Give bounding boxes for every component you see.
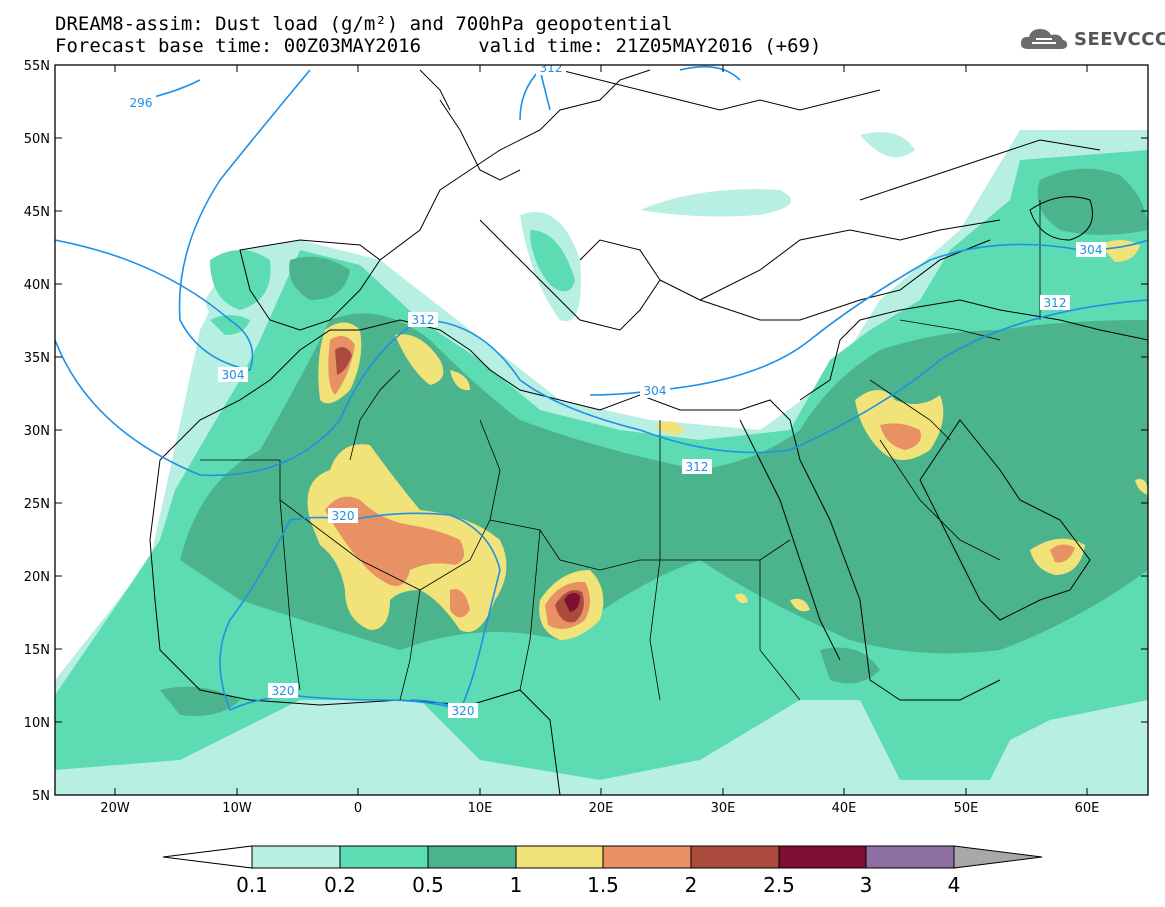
lat-label: 40N	[24, 278, 50, 293]
legend-tick: 3	[860, 873, 873, 897]
map-area: 296 304 312 320 304 312 304 312 320 320 …	[0, 0, 1148, 795]
lat-label: 20N	[24, 570, 50, 585]
lon-label: 40E	[832, 801, 857, 816]
svg-text:320: 320	[452, 704, 475, 718]
legend-tick: 2.5	[763, 873, 795, 897]
contour-label: 312	[408, 312, 438, 327]
lon-label: 50E	[954, 801, 979, 816]
lat-label: 45N	[24, 205, 50, 220]
svg-text:312: 312	[540, 61, 563, 75]
contour-label: 312	[1040, 295, 1070, 310]
svg-text:320: 320	[272, 684, 295, 698]
color-legend: 0.1 0.2 0.5 1 1.5 2 2.5 3 4	[162, 845, 1043, 897]
map-title: DREAM8-assim: Dust load (g/m²) and 700hP…	[55, 13, 673, 35]
legend-tick: 0.2	[324, 873, 356, 897]
lon-label: 10W	[222, 801, 252, 816]
contour-label: 320	[268, 683, 298, 698]
contour-label: 320	[0, 0, 2, 1]
legend-bin	[251, 845, 341, 869]
svg-text:312: 312	[1044, 296, 1067, 310]
lon-label: 60E	[1075, 801, 1100, 816]
lat-label: 55N	[24, 59, 50, 74]
lon-label: 10E	[468, 801, 493, 816]
lat-label: 25N	[24, 497, 50, 512]
lat-label: 30N	[24, 424, 50, 439]
contour-label: 312	[536, 61, 566, 75]
lon-label: 20E	[589, 801, 614, 816]
country-borders	[200, 200, 1041, 701]
longitude-axis: 20W 10W 0 10E 20E 30E 40E 50E 60E	[100, 65, 1099, 816]
legend-over-arrow	[953, 845, 1043, 869]
lon-label: 20W	[100, 801, 130, 816]
map-subtitle: Forecast base time: 00Z03MAY2016 valid t…	[55, 35, 822, 57]
legend-tick: 4	[948, 873, 961, 897]
lon-label: 30E	[711, 801, 736, 816]
legend-tick: 2	[685, 873, 698, 897]
legend-tick: 1.5	[587, 873, 619, 897]
lat-label: 5N	[32, 789, 50, 804]
logo-text: SEEVCCC	[1074, 28, 1165, 50]
contour-label: 320	[328, 508, 358, 523]
legend-bin	[865, 845, 955, 869]
legend-bin	[602, 845, 692, 869]
legend-bin	[427, 845, 517, 869]
contour-label: 312	[682, 459, 712, 474]
coastlines	[149, 69, 1148, 795]
dust-band-2.5	[564, 592, 580, 612]
latitude-axis: 55N 50N 45N 40N 35N 30N 25N 20N 15N 10N …	[24, 59, 1148, 804]
legend-bin	[515, 845, 604, 869]
legend-bin	[690, 845, 780, 869]
legend-tick: 0.5	[412, 873, 444, 897]
legend-tick: 1	[510, 873, 523, 897]
svg-text:312: 312	[412, 313, 435, 327]
legend-under-arrow	[162, 845, 253, 869]
lat-label: 50N	[24, 132, 50, 147]
svg-text:304: 304	[222, 368, 245, 382]
contour-label: 320	[448, 703, 478, 718]
contour-label: 296	[126, 95, 156, 110]
lat-label: 15N	[24, 643, 50, 658]
svg-text:320: 320	[332, 509, 355, 523]
legend-tick: 0.1	[236, 873, 268, 897]
contour-label: 304	[1076, 242, 1106, 257]
seevccc-logo: SEEVCCC	[1018, 22, 1165, 56]
lat-label: 10N	[24, 716, 50, 731]
svg-text:296: 296	[130, 96, 153, 110]
svg-text:304: 304	[1080, 243, 1103, 257]
legend-bin	[778, 845, 867, 869]
svg-text:304: 304	[644, 384, 667, 398]
contour-label: 304	[218, 367, 248, 382]
legend-bin	[339, 845, 429, 869]
lat-label: 35N	[24, 351, 50, 366]
svg-text:312: 312	[686, 460, 709, 474]
svg-text:320: 320	[0, 0, 2, 1]
lon-label: 0	[354, 801, 362, 816]
contour-labels: 296 304 312 320 304 312 304 312 320 320 …	[0, 0, 1106, 718]
contour-label: 304	[640, 383, 670, 398]
cloud-icon	[1020, 29, 1068, 49]
